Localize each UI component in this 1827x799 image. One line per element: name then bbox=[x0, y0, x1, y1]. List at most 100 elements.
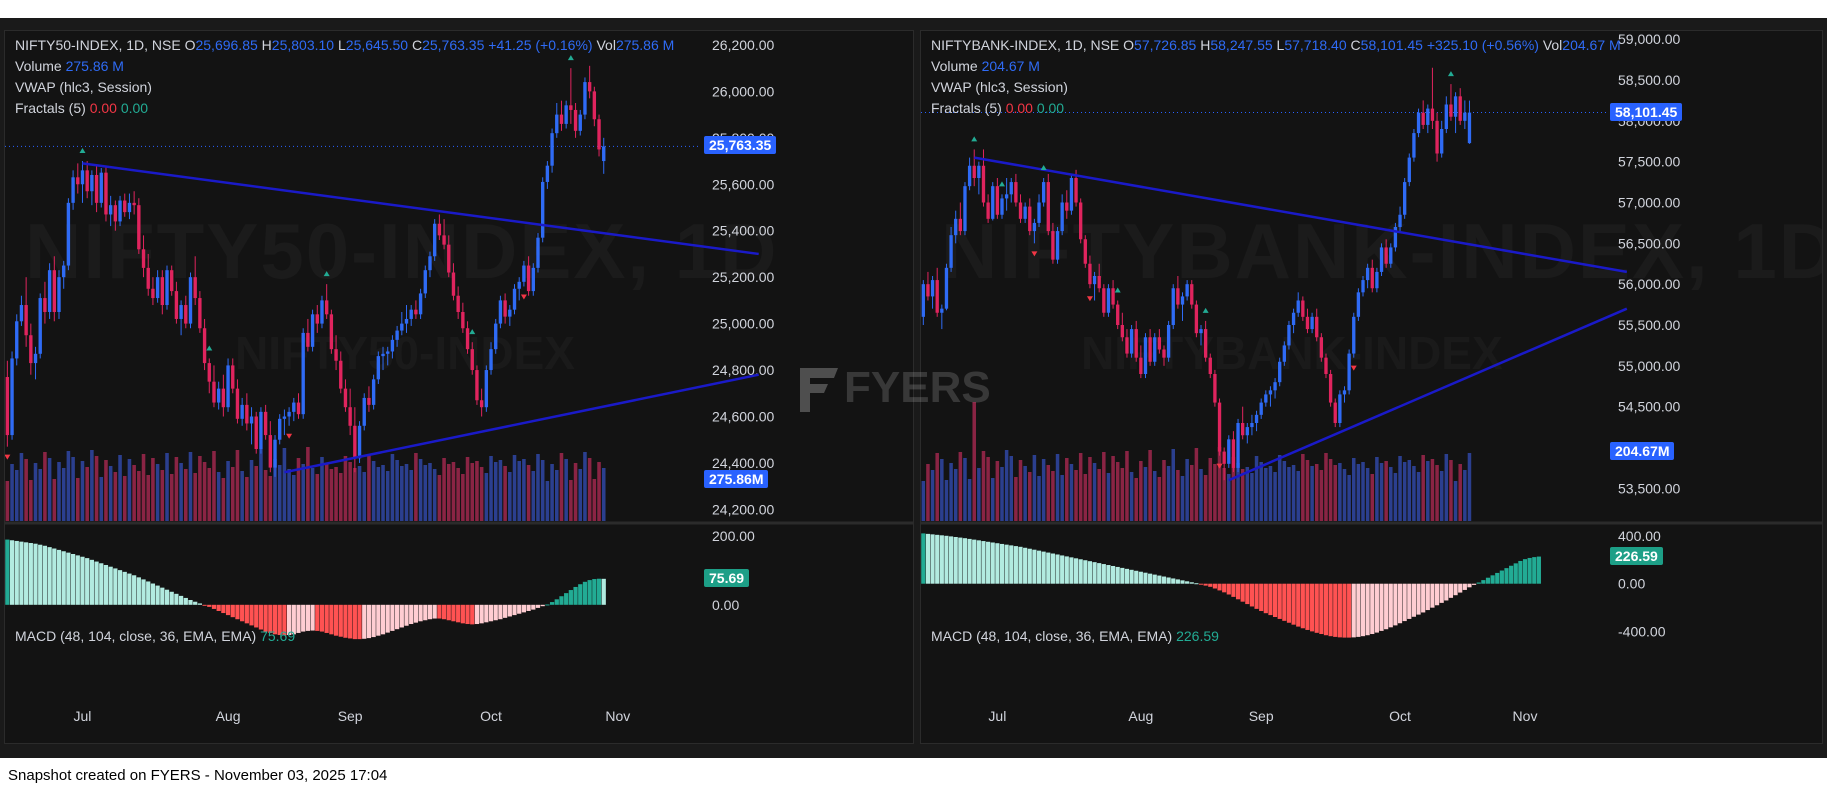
volume-bar bbox=[545, 481, 550, 521]
candle-body bbox=[273, 439, 277, 468]
chart-legend: NIFTYBANK-INDEX, 1D, NSE O57,726.85 H58,… bbox=[931, 35, 1621, 119]
volume-bar bbox=[569, 480, 573, 521]
candle-body bbox=[1356, 292, 1361, 317]
vwap-indicator-row[interactable]: VWAP (hlc3, Session) bbox=[931, 77, 1621, 98]
nifty50-chart-svg[interactable]: 26,200.0026,000.0025,800.0025,600.0025,4… bbox=[5, 31, 914, 744]
volume-bar bbox=[404, 464, 409, 521]
volume-bar bbox=[1176, 470, 1180, 521]
macd-indicator-row[interactable]: MACD (48, 104, close, 36, EMA, EMA) 75.6… bbox=[15, 628, 295, 644]
volume-bar bbox=[61, 468, 66, 521]
candle-body bbox=[184, 305, 188, 324]
macd-histogram-bar bbox=[521, 604, 527, 613]
volume-bar bbox=[169, 474, 174, 521]
volume-bar bbox=[1444, 454, 1449, 521]
volume-indicator-row[interactable]: Volume 204.67 M bbox=[931, 56, 1621, 77]
macd-histogram-bar bbox=[976, 540, 981, 584]
macd-histogram-bar bbox=[1259, 583, 1264, 612]
macd-label: MACD (48, 104, close, 36, EMA, EMA) bbox=[15, 628, 257, 644]
macd-histogram-bar bbox=[329, 604, 334, 635]
fractals-indicator-row[interactable]: Fractals (5) 0.00 0.00 bbox=[15, 98, 674, 119]
candle-body bbox=[1361, 280, 1365, 293]
macd-histogram-bar bbox=[601, 578, 606, 605]
volume-bar bbox=[1287, 467, 1291, 521]
candle-body bbox=[1402, 182, 1407, 215]
nifty50-chart-panel[interactable]: NIFTY50-INDEX, 1D NIFTY50-INDEX 26,200.0… bbox=[4, 30, 914, 744]
price-axis-label: 25,200.00 bbox=[712, 269, 774, 285]
volume-bar bbox=[592, 479, 597, 521]
candle-body bbox=[231, 365, 235, 389]
fractals-indicator-row[interactable]: Fractals (5) 0.00 0.00 bbox=[931, 98, 1621, 119]
volume-bar bbox=[1393, 473, 1398, 521]
price-axis-label: 24,800.00 bbox=[712, 362, 774, 378]
volume-bar bbox=[338, 473, 343, 521]
volume-bar bbox=[949, 463, 953, 521]
price-axis-label: 58,500.00 bbox=[1618, 72, 1680, 88]
macd-histogram-bar bbox=[949, 536, 954, 584]
macd-label: MACD (48, 104, close, 36, EMA, EMA) bbox=[931, 628, 1173, 644]
high-label: H bbox=[261, 37, 272, 53]
symbol-ohlc-row[interactable]: NIFTYBANK-INDEX, 1D, NSE O57,726.85 H58,… bbox=[931, 35, 1621, 56]
candle-body bbox=[1463, 112, 1467, 121]
candle-body bbox=[306, 332, 310, 347]
macd-histogram-bar bbox=[263, 604, 268, 632]
candle-body bbox=[146, 267, 150, 289]
candle-body bbox=[324, 300, 329, 315]
candle-body bbox=[1379, 247, 1384, 272]
macd-histogram-bar bbox=[348, 604, 353, 639]
macd-histogram-bar bbox=[1434, 583, 1440, 606]
volume-bar bbox=[935, 453, 939, 521]
candle-body bbox=[949, 235, 953, 268]
macd-indicator-row[interactable]: MACD (48, 104, close, 36, EMA, EMA) 226.… bbox=[931, 628, 1219, 644]
macd-histogram-bar bbox=[995, 543, 1000, 584]
macd-histogram-bar bbox=[240, 604, 245, 622]
macd-histogram-bar bbox=[164, 589, 170, 605]
macd-histogram-bar bbox=[1384, 583, 1389, 630]
candle-body bbox=[935, 280, 939, 313]
volume-bar bbox=[1180, 476, 1185, 521]
volume-bar bbox=[57, 462, 61, 521]
volume-bar bbox=[66, 451, 71, 521]
candle-body bbox=[930, 280, 935, 297]
volume-bar bbox=[287, 469, 291, 521]
volume-bar bbox=[184, 469, 188, 521]
volume-bar bbox=[1264, 468, 1268, 521]
volume-bar bbox=[451, 462, 456, 521]
macd-histogram-bar bbox=[404, 604, 409, 626]
volume-bar bbox=[926, 464, 930, 521]
candle-body bbox=[137, 205, 141, 250]
candle-body bbox=[1342, 390, 1347, 395]
volume-bar bbox=[212, 451, 216, 521]
volume-bar bbox=[1018, 460, 1023, 521]
candle-body bbox=[991, 186, 995, 219]
trendline bbox=[1228, 307, 1628, 482]
niftybank-chart-panel[interactable]: NIFTYBANK-INDEX, 1D NIFTYBANK-INDEX 59,0… bbox=[920, 30, 1823, 744]
macd-histogram-bar bbox=[1499, 570, 1504, 584]
symbol-ohlc-row[interactable]: NIFTY50-INDEX, 1D, NSE O25,696.85 H25,80… bbox=[15, 35, 674, 56]
volume-bar bbox=[174, 457, 179, 521]
macd-histogram-bar bbox=[1041, 551, 1046, 584]
candle-body bbox=[1236, 423, 1240, 468]
candle-body bbox=[1217, 402, 1222, 452]
volume-bar bbox=[1217, 447, 1222, 521]
macd-histogram-bar bbox=[1157, 575, 1162, 584]
time-axis-label: Jul bbox=[74, 708, 92, 724]
volume-indicator-row[interactable]: Volume 275.86 M bbox=[15, 56, 674, 77]
macd-histogram-bar bbox=[503, 604, 508, 618]
volume-bar bbox=[1102, 452, 1106, 521]
candle-body bbox=[1453, 96, 1458, 117]
macd-histogram-bar bbox=[1337, 583, 1342, 638]
macd-histogram-bar bbox=[1231, 583, 1236, 597]
volume-bar bbox=[315, 474, 320, 521]
fractal-down-marker bbox=[1031, 251, 1038, 257]
macd-histogram-bar bbox=[150, 583, 156, 605]
volume-bar bbox=[1421, 455, 1425, 521]
candle-body bbox=[986, 202, 990, 219]
candle-body bbox=[235, 388, 240, 419]
macd-histogram-bar bbox=[380, 604, 386, 635]
vwap-indicator-row[interactable]: VWAP (hlc3, Session) bbox=[15, 77, 674, 98]
candle-body bbox=[76, 177, 80, 185]
candle-body bbox=[71, 177, 75, 203]
niftybank-chart-svg[interactable]: 59,000.0058,500.0058,000.0057,500.0057,0… bbox=[921, 31, 1823, 744]
volume-bar bbox=[193, 473, 197, 521]
macd-histogram-bar bbox=[315, 604, 320, 631]
